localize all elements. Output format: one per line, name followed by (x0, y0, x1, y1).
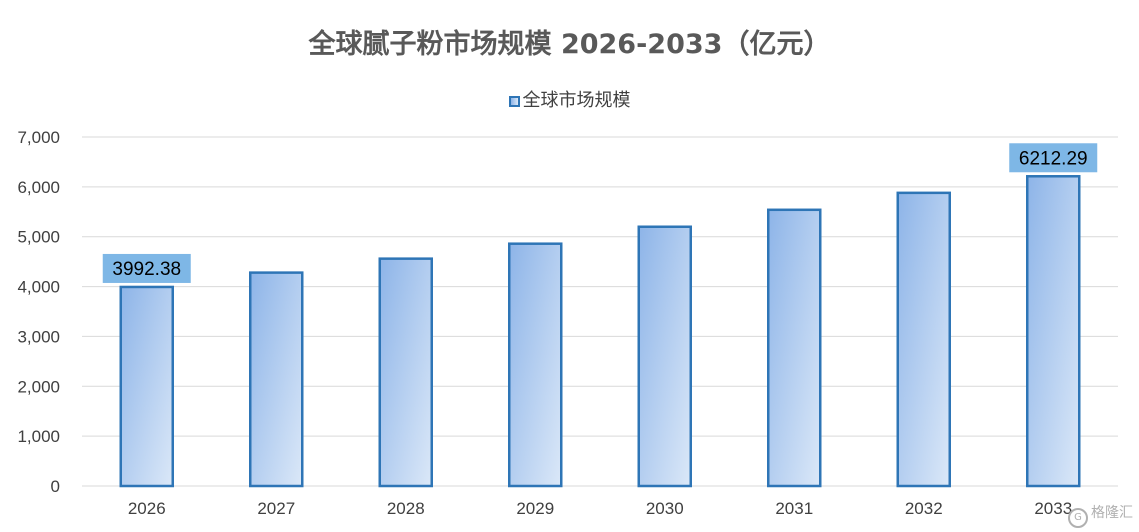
x-tick-label: 2030 (646, 499, 684, 518)
y-tick-label: 7,000 (17, 128, 60, 147)
watermark-text: 格隆汇 (1091, 505, 1133, 521)
bar-2026 (119, 285, 174, 488)
bar-series (119, 175, 1081, 488)
data-labels: 3992.38 6212.29 (102, 143, 1098, 283)
bar-2033 (1026, 175, 1081, 488)
x-tick-label: 2027 (257, 499, 295, 518)
x-tick-label: 2033 (1034, 499, 1072, 518)
bar-2029 (508, 242, 563, 488)
data-label-box (102, 253, 191, 283)
y-tick-label: 2,000 (17, 377, 60, 396)
x-axis: 2026 2027 2028 2029 2030 2031 2032 2033 (128, 499, 1072, 518)
legend-label: 全球市场规模 (522, 90, 631, 111)
x-tick-label: 2026 (128, 499, 166, 518)
x-tick-label: 2031 (775, 499, 813, 518)
bar-2027 (249, 271, 304, 488)
grid-lines (82, 136, 1118, 487)
bar-2030 (637, 225, 692, 488)
y-tick-label: 6,000 (17, 178, 60, 197)
y-tick-label: 0 (51, 477, 60, 496)
gelonghui-logo-icon: G (1068, 508, 1088, 528)
y-tick-label: 4,000 (17, 278, 60, 297)
y-axis: 0 1,000 2,000 3,000 4,000 5,000 6,000 7,000 (17, 128, 60, 496)
data-label: 6212.29 (1019, 148, 1088, 169)
chart-title: 全球腻子粉市场规模 2026-2033（亿元） (308, 29, 831, 60)
x-tick-label: 2028 (387, 499, 425, 518)
x-tick-label: 2029 (516, 499, 554, 518)
bar-2028 (378, 257, 433, 488)
x-tick-label: 2032 (905, 499, 943, 518)
bar-2032 (896, 191, 951, 488)
y-tick-label: 1,000 (17, 427, 60, 446)
y-tick-label: 5,000 (17, 228, 60, 247)
y-tick-label: 3,000 (17, 327, 60, 346)
watermark: G 格隆汇 (1068, 502, 1133, 528)
data-label-box (1009, 143, 1098, 173)
bar-2031 (767, 208, 822, 488)
chart-legend: 全球市场规模 (0, 86, 1139, 112)
legend-swatch (508, 96, 520, 107)
data-label: 3992.38 (112, 259, 181, 280)
